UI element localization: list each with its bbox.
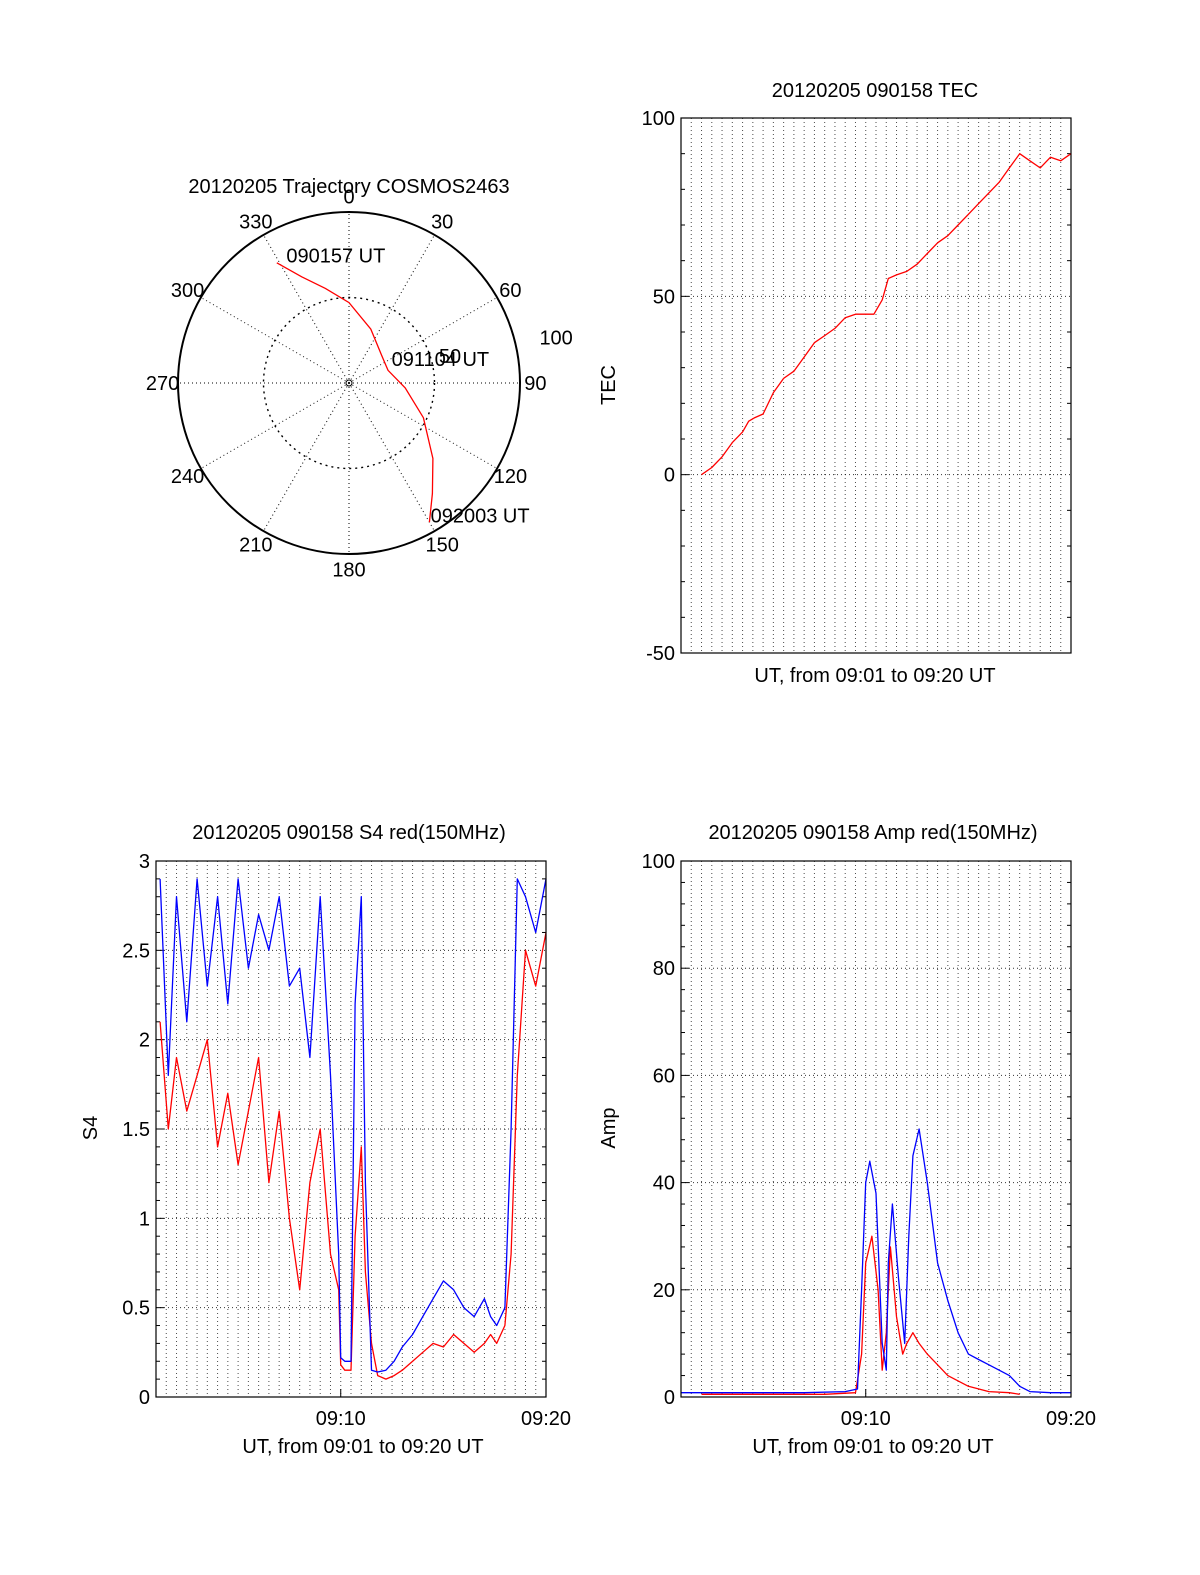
polar-spoke [200,297,350,384]
s4-xtick-label: 09:10 [316,1408,366,1430]
polar-azimuth-label: 120 [494,466,527,488]
s4-ytick-label: 2.5 [122,940,150,962]
s4-ytick-label: 3 [139,851,150,873]
tec-ytick-label: 100 [642,108,675,130]
polar-spoke [348,382,498,469]
amp-xtick-label: 09:10 [841,1408,891,1430]
s4-xlabel: UT, from 09:01 to 09:20 UT [242,1436,483,1458]
tec-series-red [701,153,1072,476]
polar-azimuth-label: 330 [239,212,272,234]
polar-radial-ring [262,296,436,470]
amp-panel: 20120205 090158 Amp red(150MHz) UT, from… [598,822,1096,1458]
s4-panel: 20120205 090158 S4 red(150MHz) UT, from … [80,822,571,1458]
polar-azimuth-label: 180 [332,559,365,581]
s4-series-blue [159,878,547,1373]
amp-ytick-label: 0 [664,1387,675,1409]
s4-series-red [159,932,547,1380]
polar-radial-label: 100 [539,327,572,349]
amp-xtick-label: 09:20 [1046,1408,1096,1430]
s4-ytick-label: 0.5 [122,1298,150,1320]
amp-ytick-label: 60 [653,1065,675,1087]
polar-azimuth-label: 240 [171,466,204,488]
s4-ylabel: S4 [80,1116,102,1140]
polar-spoke [348,297,498,384]
polar-azimuth-label: 90 [524,373,546,395]
amp-ytick-label: 80 [653,958,675,980]
s4-xtick-label: 09:20 [521,1408,571,1430]
tec-ytick-label: 50 [653,286,675,308]
polar-spoke [263,234,350,384]
s4-ytick-label: 1.5 [122,1119,150,1141]
amp-ylabel: Amp [598,1107,620,1148]
polar-azimuth-label: 150 [426,534,459,556]
polar-azimuth-label: 300 [171,280,204,302]
amp-series-red [701,1235,1020,1395]
polar-spoke [348,234,435,384]
s4-title: 20120205 090158 S4 red(150MHz) [192,822,506,844]
amp-ytick-label: 100 [642,851,675,873]
trajectory-annotation: 092003 UT [431,506,530,528]
tec-frame [680,117,1072,654]
amp-ytick-label: 20 [653,1280,675,1302]
polar-spoke [200,382,350,469]
tec-panel: 20120205 090158 TEC UT, from 09:01 to 09… [598,80,1072,687]
polar-spoke [263,382,350,532]
polar-center [345,379,353,387]
polar-outer-circle [177,211,521,555]
amp-xlabel: UT, from 09:01 to 09:20 UT [752,1436,993,1458]
tec-ylabel: TEC [598,365,620,405]
amp-ytick-label: 40 [653,1173,675,1195]
polar-spoke [348,382,435,532]
polar-radial-label: 50 [439,346,461,368]
s4-ytick-label: 1 [139,1208,150,1230]
tec-xlabel: UT, from 09:01 to 09:20 UT [754,665,995,687]
polar-azimuth-label: 0 [343,187,354,209]
trajectory-annotation: 090157 UT [286,245,385,267]
trajectory-panel: 20120205 Trajectory COSMOS2463 0 30 60 90 12… [146,176,573,581]
tec-title: 20120205 090158 TEC [772,80,978,102]
s4-frame [155,860,547,1398]
amp-frame [680,860,1072,1398]
trajectory-series-red [276,262,434,523]
polar-azimuth-label: 210 [239,534,272,556]
polar-azimuth-label: 60 [499,280,521,302]
tec-ytick-label: -50 [646,643,675,665]
trajectory-title: 20120205 Trajectory COSMOS2463 [188,176,509,198]
amp-series-blue [681,1128,1071,1394]
tec-ytick-label: 0 [664,465,675,487]
polar-azimuth-label: 270 [146,373,179,395]
s4-ytick-label: 0 [139,1387,150,1409]
s4-ytick-label: 2 [139,1030,150,1052]
polar-azimuth-label: 30 [431,212,453,234]
trajectory-annotation: 091104 UT [392,349,489,371]
amp-title: 20120205 090158 Amp red(150MHz) [708,822,1037,844]
